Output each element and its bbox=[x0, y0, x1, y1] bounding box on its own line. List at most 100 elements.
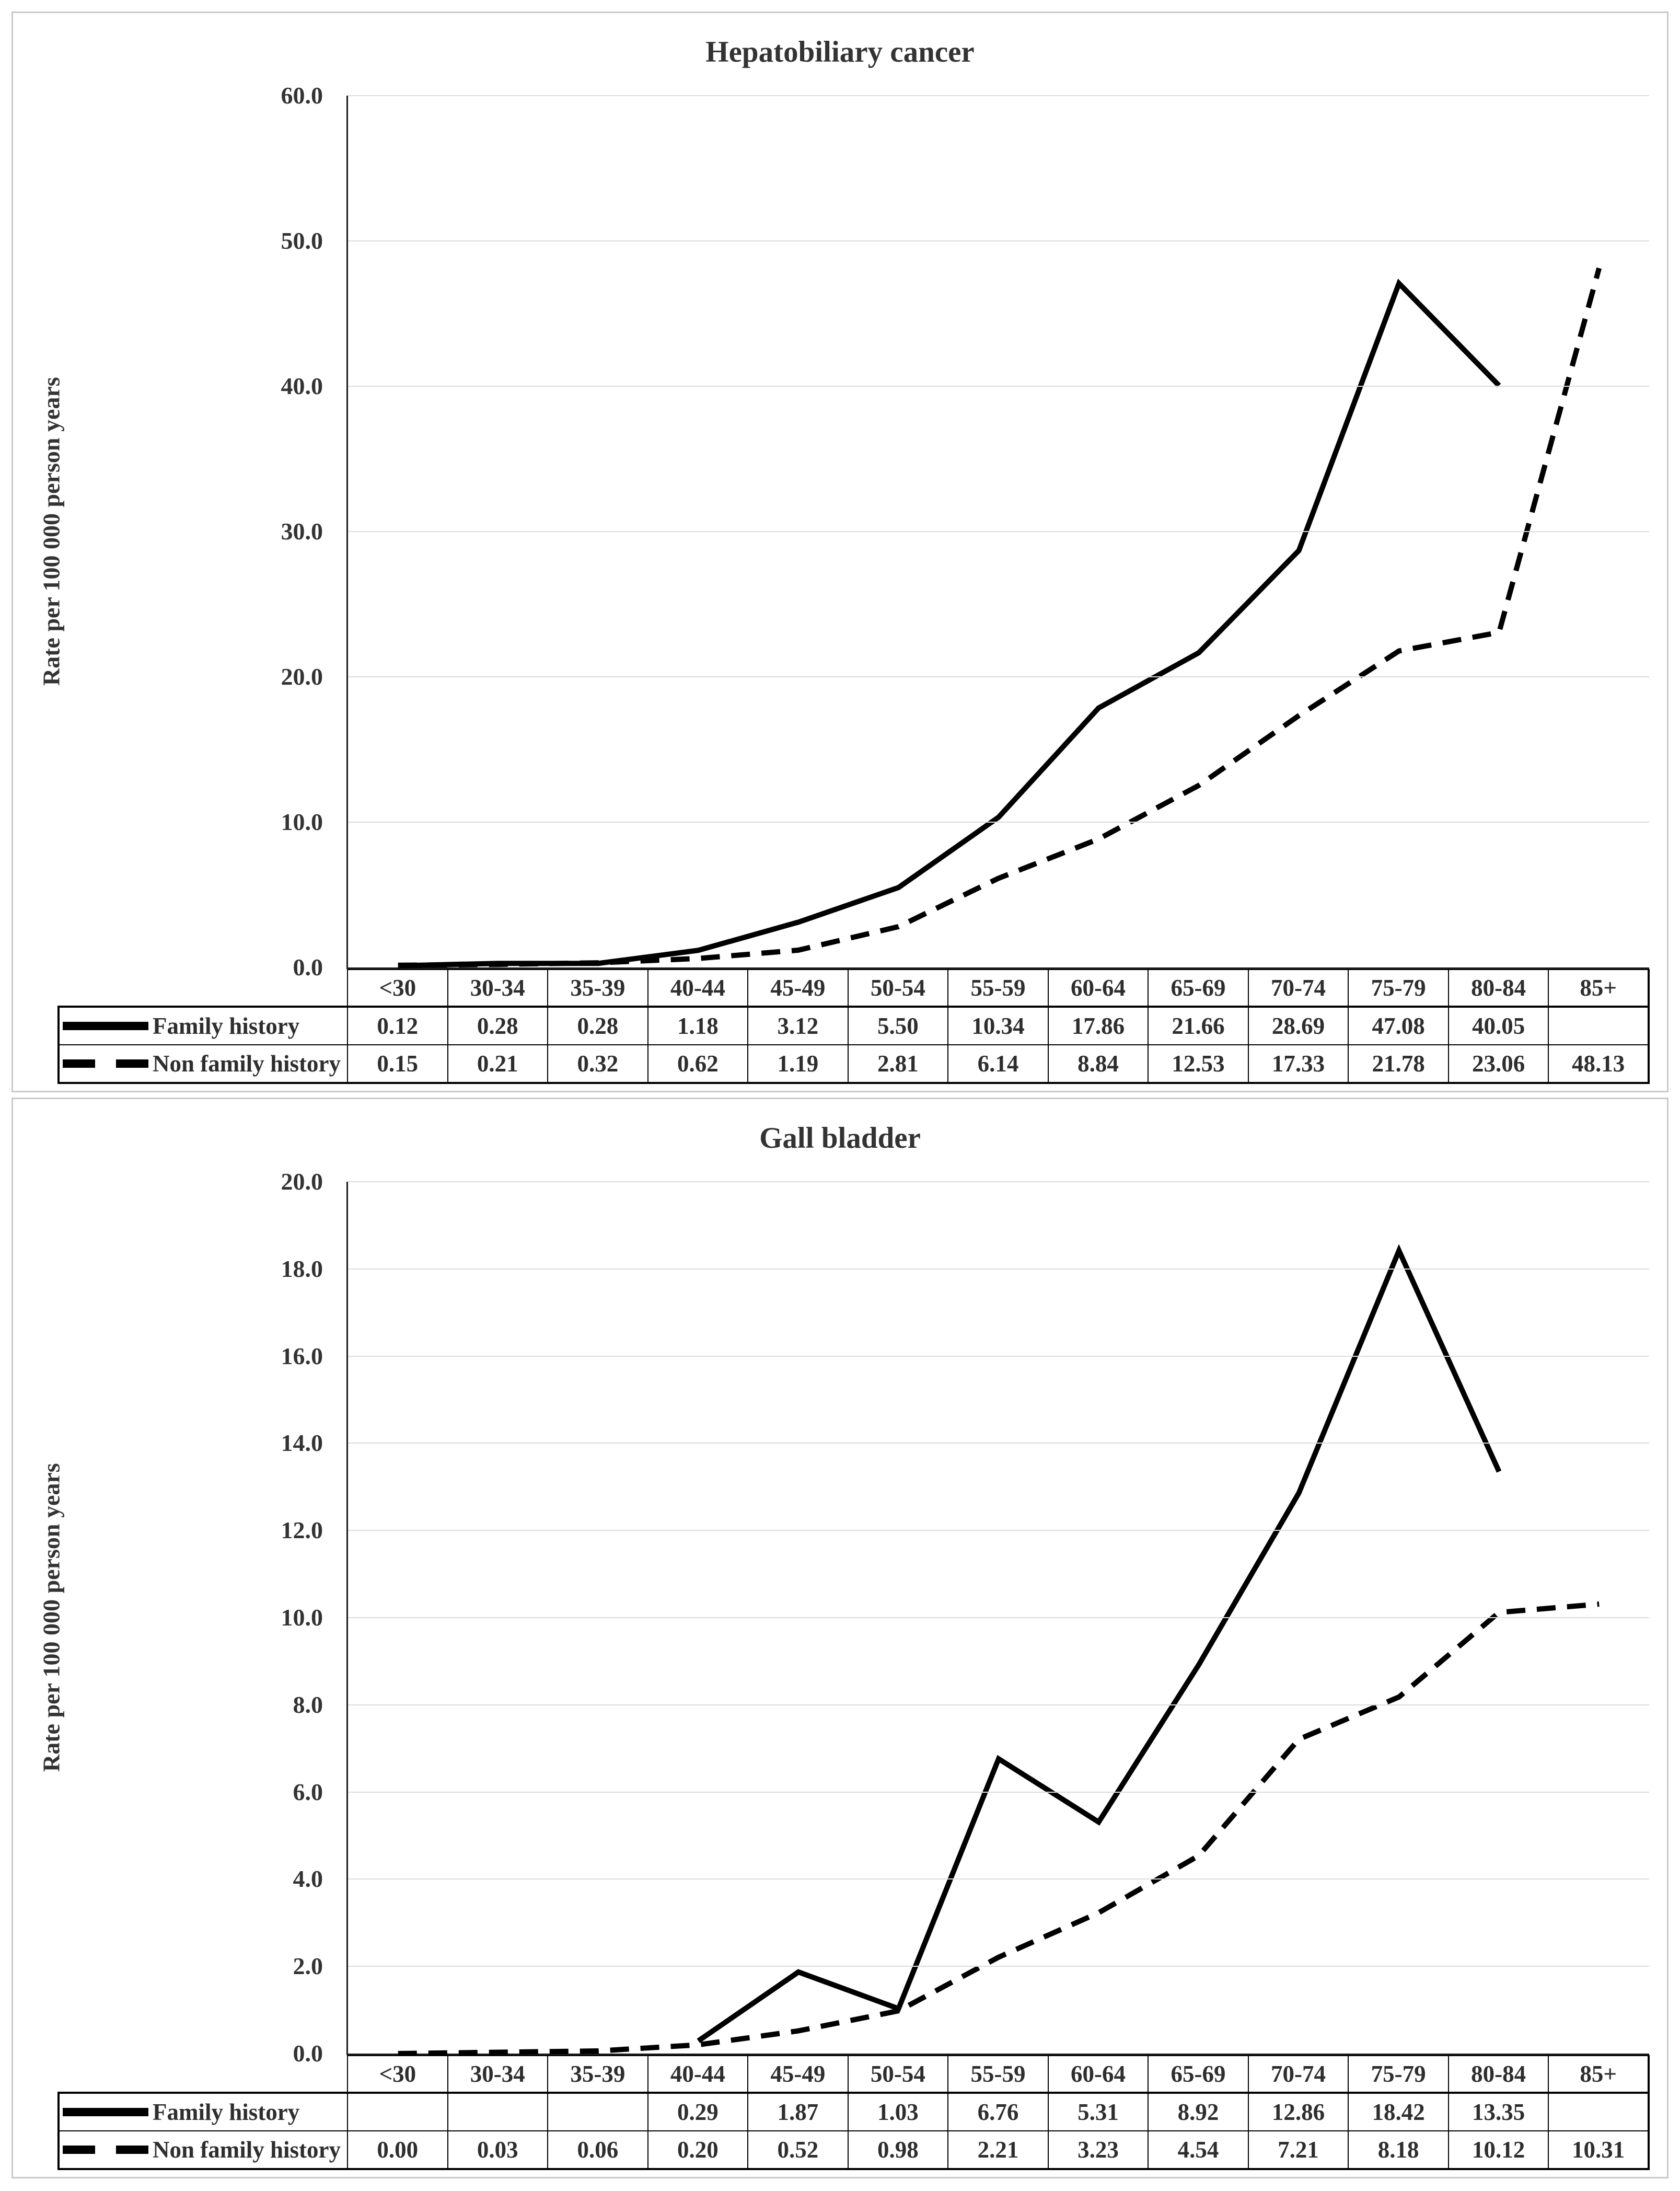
value-cell: 3.12 bbox=[747, 1006, 849, 1045]
value-cell: 40.05 bbox=[1447, 1006, 1549, 1045]
line-series-svg bbox=[398, 267, 1602, 968]
series-legend-cell: Family history bbox=[57, 2092, 348, 2131]
gridline bbox=[348, 1268, 1649, 1270]
dashed-line-legend-icon bbox=[63, 1059, 148, 1068]
value-cell: 1.19 bbox=[747, 1044, 849, 1084]
y-tick-label: 50.0 bbox=[281, 227, 323, 254]
series-row: Family history 0.29 1.87 1.03 6.76 5.31 8.92 12… bbox=[57, 2092, 1650, 2131]
series-row: Family history 0.12 0.28 0.28 1.18 3.12 5.50 10… bbox=[57, 1006, 1650, 1045]
y-tick-label: 30.0 bbox=[281, 518, 323, 545]
age-header-cell: 80-84 bbox=[1447, 2055, 1549, 2093]
age-header-cell: 70-74 bbox=[1247, 2055, 1349, 2093]
gridline bbox=[348, 1617, 1649, 1618]
value-cell: 6.76 bbox=[947, 2092, 1049, 2131]
value-cell: 5.31 bbox=[1047, 2092, 1149, 2131]
solid-line-legend-icon bbox=[63, 1022, 148, 1030]
value-cell: 0.28 bbox=[547, 1006, 648, 1045]
legend-label: Family history bbox=[153, 1013, 300, 1039]
series-legend-cell: Non family history bbox=[57, 1044, 348, 1084]
value-cell: 0.62 bbox=[647, 1044, 749, 1084]
series-legend-cell: Family history bbox=[57, 1006, 348, 1045]
y-tick-label: 20.0 bbox=[281, 1168, 323, 1195]
gridline bbox=[348, 822, 1649, 823]
gridline bbox=[348, 1704, 1649, 1705]
age-header-cell: 60-64 bbox=[1047, 969, 1149, 1007]
age-header-cell: 50-54 bbox=[847, 2055, 949, 2093]
data-table: <30 30-34 35-39 40-44 45-49 50-54 55-59 60-64 65… bbox=[57, 2055, 1650, 2170]
y-tick-label: 16.0 bbox=[281, 1342, 323, 1369]
table-corner-spacer bbox=[59, 2056, 347, 2094]
value-cell: 0.28 bbox=[447, 1006, 549, 1045]
value-cell: 17.33 bbox=[1247, 1044, 1349, 1084]
y-tick-label: 10.0 bbox=[281, 1604, 323, 1631]
series-line-solid bbox=[697, 1244, 1502, 2043]
y-tick-label: 4.0 bbox=[293, 1865, 323, 1893]
gridline bbox=[348, 1355, 1649, 1357]
legend-wrap: Family history bbox=[61, 1012, 346, 1040]
chart-panel-gall-bladder: Gall bladder Rate per 100 000 person yea… bbox=[11, 1098, 1669, 2178]
gridline bbox=[348, 531, 1649, 532]
value-cell: 48.13 bbox=[1548, 1044, 1650, 1084]
value-cell: 0.21 bbox=[447, 1044, 549, 1084]
series-row: Non family history 0.00 0.03 0.06 0.20 0.52 0.… bbox=[57, 2130, 1650, 2170]
value-cell bbox=[1548, 2092, 1650, 2131]
table-corner-spacer bbox=[59, 970, 347, 1008]
value-cell: 8.92 bbox=[1148, 2092, 1249, 2131]
age-header-row: <30 30-34 35-39 40-44 45-49 50-54 55-59 60-64 65… bbox=[59, 969, 1650, 1008]
y-axis-title: Rate per 100 000 person years bbox=[38, 1463, 65, 1772]
value-cell: 1.87 bbox=[747, 2092, 849, 2131]
age-header-cell: 50-54 bbox=[847, 969, 949, 1007]
age-header-cell: 65-69 bbox=[1148, 2055, 1249, 2093]
value-cell: 23.06 bbox=[1447, 1044, 1549, 1084]
chart-panel-hepatobiliary: Hepatobiliary cancer Rate per 100 000 pe… bbox=[11, 11, 1669, 1092]
value-cell: 0.12 bbox=[347, 1006, 448, 1045]
y-tick-label: 40.0 bbox=[281, 373, 323, 399]
legend-label: Family history bbox=[153, 2099, 300, 2125]
gridline bbox=[348, 1443, 1649, 1444]
legend-wrap: Family history bbox=[61, 2098, 346, 2126]
gridline bbox=[348, 386, 1649, 387]
value-cell: 18.42 bbox=[1348, 2092, 1449, 2131]
value-cell: 5.50 bbox=[847, 1006, 949, 1045]
age-header-cell: 55-59 bbox=[947, 969, 1049, 1007]
age-header-cell: 35-39 bbox=[547, 969, 648, 1007]
y-tick-label: 14.0 bbox=[281, 1429, 323, 1457]
gridline bbox=[348, 95, 1649, 96]
series-line-dashed bbox=[398, 267, 1602, 968]
age-header-cell: 85+ bbox=[1548, 2055, 1650, 2093]
plot-area: 0.0 10.0 20.0 30.0 40.0 50.0 60.0 bbox=[281, 84, 1649, 979]
age-header-cell: <30 bbox=[347, 2055, 448, 2093]
gridline bbox=[348, 1878, 1649, 1880]
value-cell: 12.53 bbox=[1148, 1044, 1249, 1084]
value-cell: 12.86 bbox=[1247, 2092, 1349, 2131]
value-cell: 47.08 bbox=[1348, 1006, 1449, 1045]
value-cell: 21.78 bbox=[1348, 1044, 1449, 1084]
value-cell: 0.03 bbox=[447, 2130, 549, 2170]
y-tick-label: 12.0 bbox=[281, 1517, 323, 1544]
value-cell: 13.35 bbox=[1447, 2092, 1549, 2131]
y-tick-label: 10.0 bbox=[281, 809, 323, 835]
age-header-row: <30 30-34 35-39 40-44 45-49 50-54 55-59 60-64 65… bbox=[59, 2055, 1650, 2094]
chart-title: Gall bladder bbox=[759, 1122, 921, 1155]
value-cell: 2.21 bbox=[947, 2130, 1049, 2170]
age-header-cell: 45-49 bbox=[747, 969, 849, 1007]
legend-label: Non family history bbox=[153, 1051, 341, 1077]
series-row: Non family history 0.15 0.21 0.32 0.62 1.19 2.… bbox=[57, 1044, 1650, 1084]
value-cell: 1.03 bbox=[847, 2092, 949, 2131]
age-header-cell: 30-34 bbox=[447, 969, 549, 1007]
gridline bbox=[348, 1530, 1649, 1531]
value-cell: 10.34 bbox=[947, 1006, 1049, 1045]
series-line-dashed bbox=[398, 1601, 1600, 2056]
value-cell: 7.21 bbox=[1247, 2130, 1349, 2170]
legend-wrap: Non family history bbox=[61, 1050, 346, 1077]
y-tick-label: 8.0 bbox=[293, 1691, 323, 1718]
age-header-cell: <30 bbox=[347, 969, 448, 1007]
age-header-cell: 30-34 bbox=[447, 2055, 549, 2093]
data-table: <30 30-34 35-39 40-44 45-49 50-54 55-59 60-64 65… bbox=[57, 969, 1650, 1084]
plot-area: 0.0 2.0 4.0 6.0 8.0 10.0 12.0 14.0 16.0 18.0 20.0 bbox=[281, 1170, 1649, 2066]
value-cell: 0.52 bbox=[747, 2130, 849, 2170]
value-cell: 10.12 bbox=[1447, 2130, 1549, 2170]
legend-wrap: Non family history bbox=[61, 2136, 346, 2163]
age-header-cell: 35-39 bbox=[547, 2055, 648, 2093]
